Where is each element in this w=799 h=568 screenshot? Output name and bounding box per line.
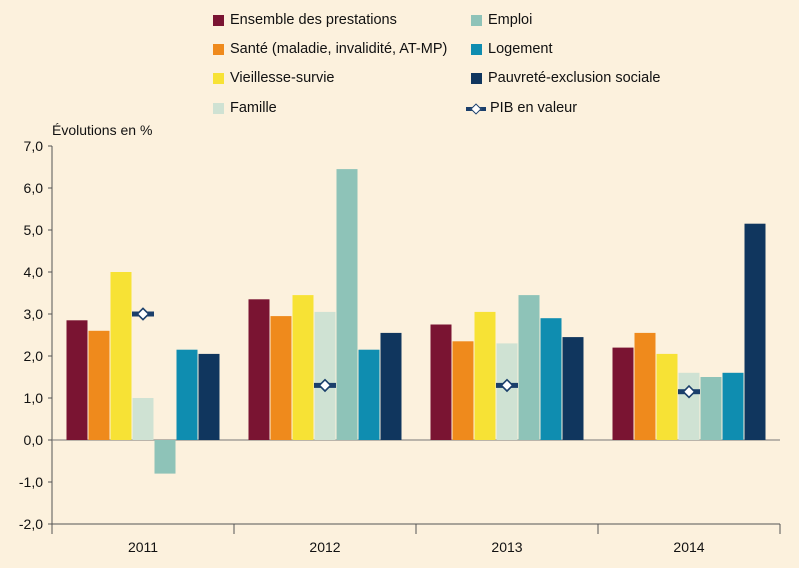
y-tick-label-3: 4,0: [24, 264, 44, 280]
legend-label-pauvrete: Pauvreté-exclusion sociale: [488, 70, 661, 86]
bar-pauvrete-2012: [380, 332, 402, 440]
y-axis-title: Évolutions en %: [52, 122, 153, 138]
legend-label-famille: Famille: [230, 100, 277, 116]
bar-vieillesse-2012: [292, 295, 314, 440]
bar-vieillesse-2014: [656, 353, 678, 440]
legend-item-pauvrete: Pauvreté-exclusion sociale: [471, 70, 660, 86]
x-tick-label-2014: 2014: [673, 539, 704, 555]
legend-swatch-famille: [213, 102, 224, 114]
bar-pauvrete-2014: [744, 223, 766, 440]
legend-swatch-vieillesse: [213, 72, 224, 84]
y-tick-label-9: -2,0: [19, 516, 43, 532]
y-tick-label-6: 1,0: [24, 390, 44, 406]
bar-famille-2014: [678, 372, 700, 440]
pib-marker-2014: [682, 384, 696, 399]
bar-famille-2011: [132, 398, 154, 440]
bar-sante-2011: [88, 330, 110, 440]
bar-logement-2014: [722, 372, 744, 440]
bar-sante-2013: [452, 341, 474, 440]
legend-swatch-sante: [213, 43, 224, 55]
bar-ensemble-2014: [612, 347, 634, 440]
legend-swatch-pib-icon: [466, 103, 486, 114]
y-tick-label-5: 2,0: [24, 348, 44, 364]
legend-item-logement: Logement: [471, 41, 553, 57]
legend-item-sante: Santé (maladie, invalidité, AT-MP): [213, 41, 447, 57]
bar-sante-2012: [270, 316, 292, 440]
x-tick-label-2013: 2013: [491, 539, 522, 555]
bar-famille-2012: [314, 311, 336, 440]
bar-logement-2012: [358, 349, 380, 440]
chart-legend: Ensemble des prestations Santé (maladie,…: [0, 0, 799, 125]
legend-label-vieillesse: Vieillesse-survie: [230, 70, 335, 86]
legend-swatch-pauvrete: [471, 72, 482, 84]
bar-pauvrete-2013: [562, 337, 584, 440]
pib-marker-2013: [500, 378, 514, 393]
bar-emploi-2013: [518, 295, 540, 440]
legend-label-logement: Logement: [488, 41, 553, 57]
bar-pauvrete-2011: [198, 353, 220, 440]
bar-vieillesse-2013: [474, 311, 496, 440]
bar-sante-2014: [634, 332, 656, 440]
y-tick-label-1: 6,0: [24, 180, 44, 196]
bar-vieillesse-2011: [110, 272, 132, 440]
bar-ensemble-2012: [248, 299, 270, 440]
bar-ensemble-2013: [430, 324, 452, 440]
legend-label-sante: Santé (maladie, invalidité, AT-MP): [230, 41, 448, 57]
legend-swatch-emploi: [471, 14, 482, 26]
pib-marker-2011: [136, 307, 150, 321]
y-tick-label-7: 0,0: [24, 432, 44, 448]
legend-item-ensemble: Ensemble des prestations: [213, 12, 397, 28]
legend-item-pib: PIB en valeur: [466, 100, 577, 116]
bar-ensemble-2011: [66, 320, 88, 440]
bar-emploi-2012: [336, 169, 358, 440]
legend-label-pib: PIB en valeur: [490, 100, 578, 116]
y-tick-label-2: 5,0: [24, 222, 44, 238]
bar-emploi-2011: [154, 440, 176, 474]
pib-marker-2012: [318, 378, 332, 393]
legend-swatch-logement: [471, 43, 482, 55]
legend-item-emploi: Emploi: [471, 12, 532, 28]
legend-label-ensemble: Ensemble des prestations: [230, 12, 397, 28]
y-tick-label-8: -1,0: [19, 474, 43, 490]
legend-label-emploi: Emploi: [488, 12, 533, 28]
bar-emploi-2014: [700, 377, 722, 440]
y-tick-label-0: 7,0: [24, 138, 44, 154]
x-tick-label-2012: 2012: [309, 539, 340, 555]
bar-logement-2013: [540, 318, 562, 440]
x-tick-label-2011: 2011: [128, 539, 158, 555]
legend-item-famille: Famille: [213, 100, 277, 116]
legend-item-vieillesse: Vieillesse-survie: [213, 70, 335, 86]
bar-logement-2011: [176, 349, 198, 440]
y-tick-label-4: 3,0: [24, 306, 44, 322]
legend-swatch-ensemble: [213, 14, 224, 26]
